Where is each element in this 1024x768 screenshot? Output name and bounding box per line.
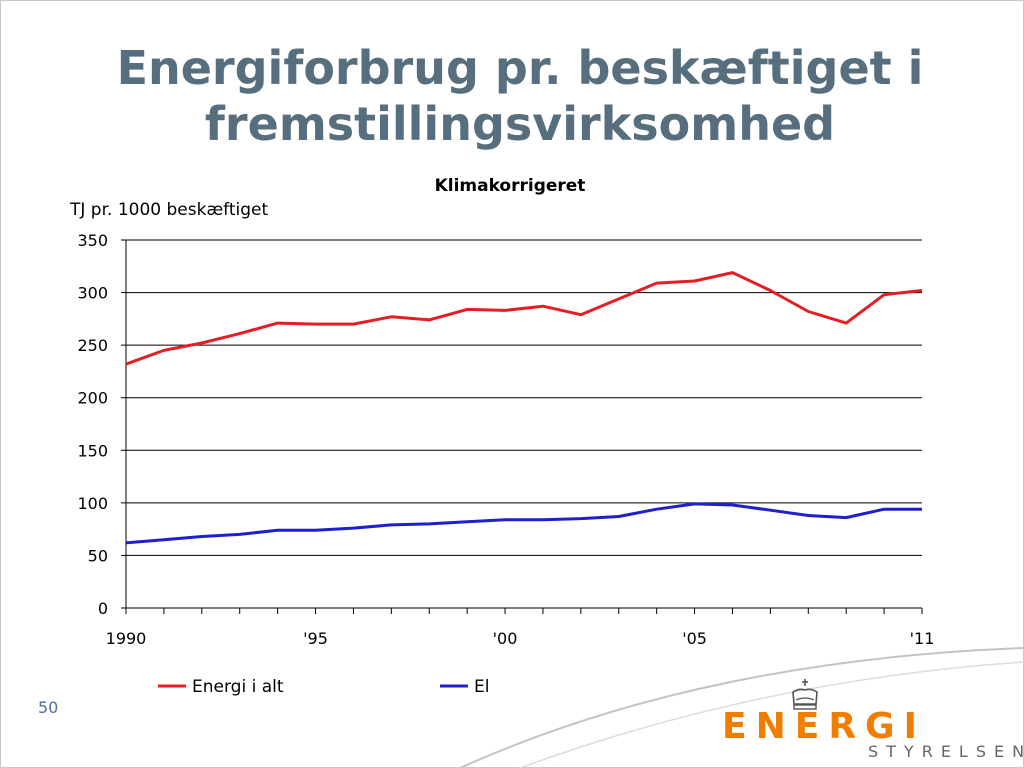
legend-label: El — [474, 677, 489, 697]
chart-title: Klimakorrigeret — [434, 176, 586, 196]
series-line-energi-i-alt — [125, 271, 923, 366]
x-tick-label: 1990 — [106, 629, 147, 648]
decorative-curve — [519, 661, 1024, 768]
x-tick-label: '95 — [303, 629, 328, 648]
y-tick-label: 350 — [77, 231, 108, 250]
decorative-curve — [459, 647, 1024, 768]
title-line-1: Energiforbrug pr. beskæftiget i — [116, 41, 924, 95]
x-tick-label: '00 — [493, 629, 518, 648]
y-tick-label: 150 — [77, 441, 108, 460]
y-tick-label: 250 — [77, 336, 108, 355]
y-tick-label: 300 — [77, 284, 108, 303]
logo-word: ENERGI — [722, 706, 926, 747]
y-tick-label: 50 — [88, 546, 108, 565]
page-title: Energiforbrug pr. beskæftiget i fremstil… — [40, 40, 1000, 152]
x-tick-label: '11 — [910, 629, 935, 648]
logo-subtitle: STYRELSEN — [868, 742, 1024, 761]
legend-label: Energi i alt — [192, 677, 284, 697]
energistyrelsen-logo: ENERGI STYRELSEN — [720, 678, 1024, 766]
y-tick-label: 0 — [98, 599, 108, 618]
series-line-el — [125, 502, 922, 545]
title-line-2: fremstillingsvirksomhed — [204, 97, 836, 151]
crown-icon — [792, 679, 818, 710]
y-axis-label: TJ pr. 1000 beskæftiget — [70, 200, 269, 220]
y-tick-label: 100 — [77, 494, 108, 513]
y-tick-label: 200 — [77, 389, 108, 408]
page-number: 50 — [38, 698, 59, 717]
x-tick-label: '05 — [682, 629, 707, 648]
